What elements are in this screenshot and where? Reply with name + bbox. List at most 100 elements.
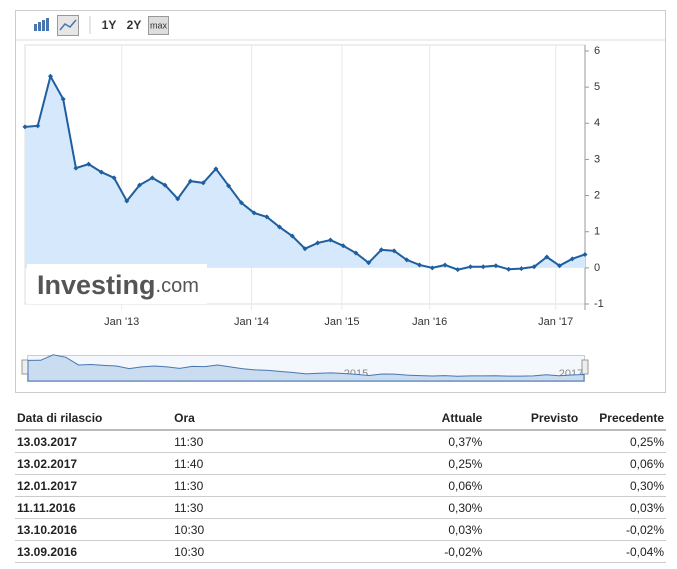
y-tick-label: 5 <box>594 81 600 93</box>
watermark-bg <box>27 264 207 304</box>
area <box>25 76 585 270</box>
table-cell: 11:30 <box>172 430 330 453</box>
table-row: 13.09.2016 10:30 -0,02% -0,04% <box>15 540 666 563</box>
point <box>60 96 66 102</box>
table-cell: 0,06% <box>580 452 666 475</box>
col-header: Previsto <box>484 407 581 431</box>
point <box>73 165 79 171</box>
y-tick-label: 4 <box>594 117 600 129</box>
point <box>569 256 575 262</box>
point <box>378 247 384 253</box>
table-cell: 0,25% <box>329 452 485 475</box>
bar-icon[interactable] <box>34 18 49 31</box>
point <box>340 243 346 249</box>
y-tick-label: -1 <box>594 298 604 310</box>
range-button[interactable]: 1Y <box>102 18 117 32</box>
point <box>531 264 537 270</box>
point <box>187 178 193 184</box>
point <box>467 264 473 270</box>
navigator-handle[interactable] <box>581 359 589 375</box>
point <box>98 169 104 175</box>
table-cell: 0,03% <box>329 518 485 541</box>
table-cell: 10:30 <box>172 540 330 563</box>
watermark: Investing.com <box>37 270 199 300</box>
point <box>226 183 232 189</box>
watermark-brand: Investing <box>37 270 156 300</box>
point <box>315 240 321 246</box>
point <box>200 180 206 186</box>
y-tick-label: 6 <box>594 45 600 57</box>
x-tick-label: Jan '15 <box>324 316 359 328</box>
point <box>582 251 588 257</box>
point <box>417 262 423 268</box>
range-button[interactable]: max <box>150 20 168 30</box>
table-cell: 11.11.2016 <box>15 496 173 519</box>
table-cell <box>484 496 581 519</box>
table-row: 11.11.2016 11:30 0,30% 0,03% <box>15 496 666 519</box>
table-cell: -0,04% <box>580 540 666 563</box>
point <box>404 257 410 263</box>
table-cell: 13.03.2017 <box>15 430 173 453</box>
table-cell <box>484 540 581 563</box>
navigator-line <box>27 354 585 382</box>
point <box>302 246 308 252</box>
point <box>47 73 53 79</box>
table-cell: 0,03% <box>580 496 666 519</box>
point <box>86 161 92 167</box>
table-cell: 13.02.2017 <box>15 452 173 475</box>
table-row: 13.10.2016 10:30 0,03% -0,02% <box>15 518 666 541</box>
table-cell <box>484 474 581 497</box>
col-header: Ora <box>172 407 330 431</box>
point <box>111 175 117 181</box>
point <box>238 200 244 206</box>
table-cell <box>484 452 581 475</box>
point <box>366 260 372 266</box>
point <box>480 264 486 270</box>
table-cell: 11:30 <box>172 474 330 497</box>
point <box>327 237 333 243</box>
header-row: Data di rilascio Ora Attuale Previsto Pr… <box>15 407 666 431</box>
col-header: Attuale <box>329 407 485 431</box>
max-button-bg[interactable] <box>148 16 169 35</box>
table-cell: 11:30 <box>172 496 330 519</box>
x-tick-label: Jan '16 <box>412 316 447 328</box>
table-cell: 12.01.2017 <box>15 474 173 497</box>
chart: 1Y 2Y max Jan '13 Jan '14 Jan '15 Jan '16 Ja… <box>15 10 666 393</box>
x-tick-label: Jan '13 <box>104 316 139 328</box>
col-header: Data di rilascio <box>15 407 173 431</box>
range-button[interactable]: 2Y <box>127 18 142 32</box>
point <box>353 250 359 256</box>
point <box>162 182 168 188</box>
table-cell: 11:40 <box>172 452 330 475</box>
table-row: 13.03.2017 11:30 0,37% 0,25% <box>15 430 666 453</box>
point <box>251 210 257 216</box>
navigator-handle[interactable] <box>21 359 29 375</box>
point <box>22 124 28 130</box>
x-tick-label: Jan '14 <box>234 316 269 328</box>
table-cell: 0,06% <box>329 474 485 497</box>
table-cell: -0,02% <box>329 540 485 563</box>
point <box>149 175 155 181</box>
table-cell: 13.09.2016 <box>15 540 173 563</box>
point <box>264 214 270 220</box>
table-cell: 10:30 <box>172 518 330 541</box>
table-cell: 0,30% <box>580 474 666 497</box>
table-cell: 0,37% <box>329 430 485 453</box>
line-icon-glyph <box>59 19 77 31</box>
y-tick-label: 2 <box>594 189 600 201</box>
point <box>493 263 499 269</box>
y-tick-label: 0 <box>594 262 600 274</box>
table-cell: 0,25% <box>580 430 666 453</box>
table-cell <box>484 518 581 541</box>
y-tick-label: 3 <box>594 153 600 165</box>
point <box>277 224 283 230</box>
point <box>518 266 524 272</box>
x-tick-label: Jan '17 <box>538 316 573 328</box>
point <box>175 196 181 202</box>
table-row: 13.02.2017 11:40 0,25% 0,06% <box>15 452 666 475</box>
point <box>289 233 295 239</box>
point <box>137 182 143 188</box>
point <box>213 166 219 172</box>
table-cell <box>484 430 581 453</box>
